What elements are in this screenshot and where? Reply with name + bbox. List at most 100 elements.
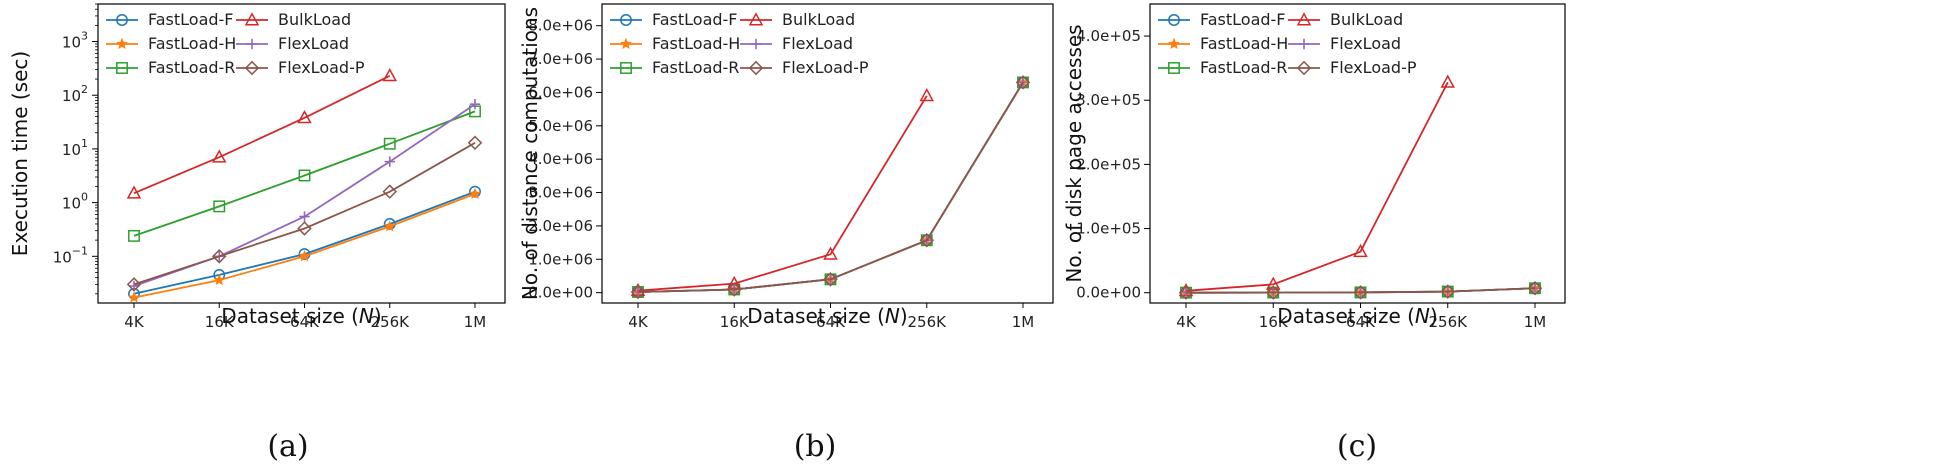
x-axis-label: Dataset size (N) [1277,304,1437,328]
legend-marker [244,12,260,26]
legend-label: BulkLoad [782,10,855,29]
legend-marker [620,62,632,74]
legend-marker [748,60,764,76]
y-axis-label: Execution time (sec) [8,51,32,256]
y-tick-label: 8.0e+06 [528,17,593,35]
data-point [726,282,742,297]
series-fastload-f [128,185,481,300]
legend-marker [244,60,260,76]
legend-label: FastLoad-F [1200,10,1286,29]
data-point [1353,243,1368,258]
legend-entry: FlexLoad [236,34,349,53]
data-point [299,211,310,222]
x-tick-label: 256K [1429,313,1469,331]
legend-marker [1168,62,1180,74]
x-tick-label: 4K [628,313,649,331]
series-bulkload [1178,74,1456,297]
panel-caption: (a) [267,429,308,464]
data-point [297,110,312,124]
data-point [1265,285,1281,300]
x-axis-label: Dataset size (N) [221,304,381,328]
legend-marker [1296,60,1312,76]
y-tick-label: 3.0e+06 [528,184,593,202]
legend-label: FlexLoad-P [1330,58,1417,77]
y-tick-label: 100 [62,191,88,213]
data-point [128,291,140,303]
chart-panel-2: 4K 16K 64K 256K 1M 0.0e+00 1.0e+06 2.0e+06 3.0e+… [518,3,1054,464]
legend-entry: FlexLoad-P [236,58,365,77]
data-point [383,220,396,232]
data-point [469,99,481,110]
series-line [637,81,1024,293]
x-tick-label: 4K [1176,313,1197,331]
legend: FastLoad-F FastLoad-H FastLoad-R BulkLoad Fl… [610,10,869,77]
data-point [1178,285,1194,300]
y-tick-label: 4.0e+05 [1076,27,1141,45]
plot-frame [1149,3,1566,304]
data-point [919,88,935,102]
series-line [133,110,476,237]
data-point [128,280,140,292]
legend-entry: BulkLoad [1288,10,1403,29]
legend-label: FastLoad-F [148,10,234,29]
legend-marker [620,14,632,26]
legend-label: FastLoad-H [1200,34,1288,53]
legend-label: FastLoad-R [1200,58,1287,77]
y-tick-label: 4.0e+06 [528,150,593,168]
legend-label: FlexLoad [278,34,349,53]
legend-label: BulkLoad [278,10,351,29]
legend: FastLoad-F FastLoad-H FastLoad-R BulkLoad Fl… [1158,10,1417,77]
x-tick-label: 256K [371,313,411,331]
data-point [382,184,398,199]
plot-frame [97,3,506,304]
legend-entry: FlexLoad [740,34,853,53]
y-tick-label: 1.0e+05 [1076,220,1141,238]
series-flexload-p [630,75,1031,300]
data-point [1440,74,1456,88]
legend-marker [1296,12,1312,26]
series-bulkload [126,68,398,199]
data-point [1440,284,1456,299]
y-tick-label: 3.0e+05 [1076,91,1141,109]
data-point [211,149,227,163]
legend-label: FastLoad-R [148,58,235,77]
legend-marker [116,37,128,50]
y-tick-label: 5.0e+06 [528,117,593,135]
legend-entry: FastLoad-H [610,34,740,53]
series-line [133,74,391,195]
data-point [1527,280,1543,296]
x-axis-label: Dataset size (N) [747,304,907,328]
legend-entry: BulkLoad [740,10,855,29]
data-point [297,221,312,236]
series-line [1185,81,1449,292]
data-point [469,185,481,198]
x-tick-label: 16K [720,313,750,331]
legend-marker [1168,37,1180,50]
legend-entry: FlexLoad-P [1288,58,1417,77]
series-line [637,81,1024,293]
y-tick-label: 101 [62,137,88,159]
data-point [630,284,646,300]
legend: FastLoad-F FastLoad-H FastLoad-R BulkLoad Fl… [106,10,365,77]
series-line [1185,287,1536,294]
legend-marker [246,38,258,50]
y-tick-label: 103 [62,30,88,52]
data-point [1015,75,1031,90]
data-point [128,229,140,242]
legend-marker [1168,14,1180,26]
data-point [383,137,396,150]
legend-entry: BulkLoad [236,10,351,29]
data-point [919,233,935,248]
panel-caption: (b) [794,429,837,464]
legend-label: FastLoad-F [652,10,738,29]
data-point [469,187,481,199]
series-line [637,95,928,292]
x-tick-label: 64K [290,313,320,331]
x-tick-label: 256K [908,313,948,331]
data-point [467,135,483,151]
series-line [133,190,476,295]
legend-marker [750,38,762,50]
series-flexload [128,99,481,292]
series-bulkload [630,88,935,297]
series-fastload-h [128,187,481,303]
